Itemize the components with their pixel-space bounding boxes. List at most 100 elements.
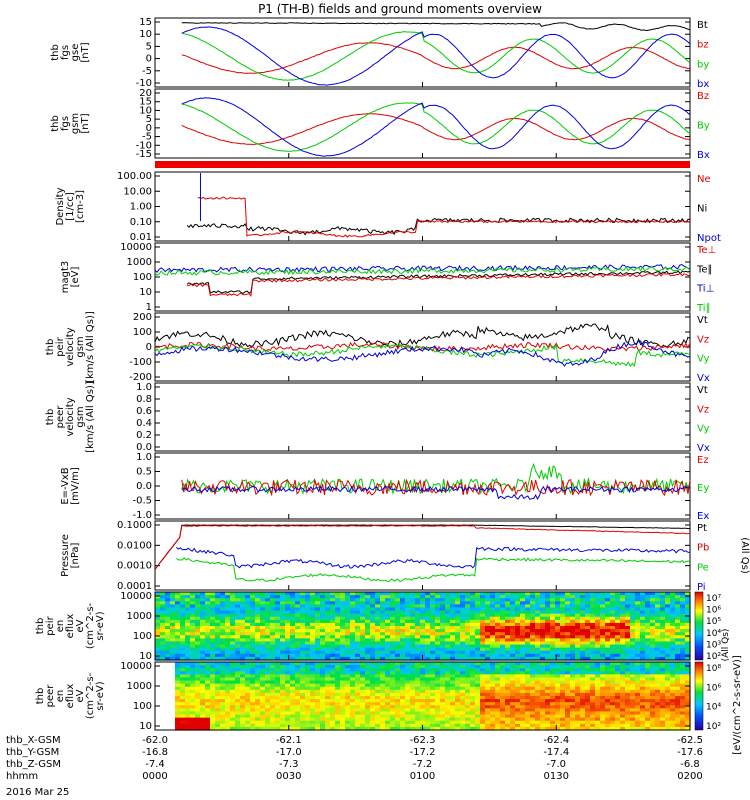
- spectrogram-cell: [420, 668, 426, 672]
- spectrogram-cell: [305, 641, 311, 646]
- spectrogram-cell: [310, 692, 316, 697]
- spectrogram-cell: [220, 598, 226, 602]
- spectrogram-cell: [360, 595, 366, 599]
- spectrogram-cell: [430, 626, 436, 630]
- spectrogram-cell: [360, 692, 366, 697]
- spectrogram-cell: [240, 644, 246, 649]
- spectrogram-cell: [620, 702, 626, 706]
- spectrogram-cell: [600, 714, 606, 719]
- x-axis-row-value: -17.4: [543, 747, 569, 758]
- spectrogram-cell: [415, 711, 421, 716]
- spectrogram-cell: [180, 668, 186, 672]
- spectrogram-cell: [440, 650, 446, 655]
- spectrogram-cell: [465, 604, 471, 609]
- spectrogram-cell: [340, 714, 346, 719]
- spectrogram-cell: [215, 692, 221, 697]
- spectrogram-cell: [275, 647, 281, 652]
- spectrogram-cell: [580, 699, 586, 703]
- spectrogram-cell: [220, 604, 226, 609]
- spectrogram-cell: [650, 595, 656, 599]
- spectrogram-cell: [580, 692, 586, 697]
- spectrogram-cell: [545, 644, 551, 649]
- spectrogram-cell: [565, 616, 571, 621]
- spectrogram-cell: [540, 720, 546, 725]
- spectrogram-cell: [205, 671, 211, 675]
- spectrogram-cell: [175, 656, 181, 661]
- spectrogram-cell: [415, 650, 421, 655]
- spectrogram-cell: [390, 613, 396, 618]
- spectrogram-cell: [525, 696, 531, 700]
- spectrogram-cell: [665, 626, 671, 630]
- spectrogram-cell: [255, 671, 261, 675]
- spectrogram-cell: [190, 671, 196, 675]
- spectrogram-cell: [330, 699, 336, 703]
- spectrogram-cell: [255, 607, 261, 612]
- spectrogram-cell: [165, 613, 171, 618]
- spectrogram-cell: [390, 720, 396, 725]
- spectrogram-cell: [265, 662, 271, 666]
- spectrogram-cell: [410, 647, 416, 652]
- spectrogram-cell: [355, 626, 361, 630]
- spectrogram-cell: [575, 644, 581, 649]
- spectrogram-cell: [495, 726, 501, 731]
- spectrogram-cell: [450, 616, 456, 621]
- spectrogram-cell: [630, 726, 636, 731]
- spectrogram-cell: [595, 619, 601, 624]
- spectrogram-cell: [640, 598, 646, 602]
- spectrogram-cell: [625, 632, 631, 636]
- spectrogram-cell: [650, 674, 656, 679]
- spectrogram-cell: [525, 607, 531, 612]
- spectrogram-cell: [420, 680, 426, 685]
- spectrogram-cell: [600, 604, 606, 609]
- spectrogram-cell: [515, 689, 521, 694]
- spectrogram-cell: [630, 595, 636, 599]
- spectrogram-cell: [470, 610, 476, 615]
- spectrogram-cell: [675, 711, 681, 716]
- spectrogram-cell: [680, 592, 686, 596]
- colorbar-tick-label: 10²: [706, 722, 721, 732]
- spectrogram-cell: [315, 668, 321, 672]
- spectrogram-cell: [565, 635, 571, 639]
- spectrogram-cell: [525, 653, 531, 658]
- spectrogram-cell: [610, 671, 616, 675]
- panel-stack: 151050-5-10thbfgsgse[nT]Btbzbybx20151050…: [35, 17, 750, 755]
- spectrogram-cell: [640, 604, 646, 609]
- spectrogram-cell: [225, 665, 231, 669]
- spectrogram-cell: [420, 604, 426, 609]
- spectrogram-cell: [575, 665, 581, 669]
- spectrogram-cell: [510, 686, 516, 691]
- spectrogram-cell: [440, 692, 446, 697]
- spectrogram-cell: [685, 699, 691, 703]
- spectrogram-cell: [575, 683, 581, 688]
- spectrogram-cell: [235, 619, 241, 624]
- spectrogram-cell: [180, 635, 186, 639]
- spectrogram-cell: [625, 711, 631, 716]
- spectrogram-cell: [570, 702, 576, 706]
- spectrogram-cell: [290, 641, 296, 646]
- side-label: (All Qs): [739, 537, 750, 574]
- spectrogram-cell: [570, 650, 576, 655]
- spectrogram-cell: [310, 619, 316, 624]
- spectrogram-cell: [675, 644, 681, 649]
- spectrogram-cell: [545, 601, 551, 605]
- spectrogram-cell: [615, 595, 621, 599]
- spectrogram-cell: [480, 699, 486, 703]
- spectrogram-cell: [540, 662, 546, 666]
- spectrogram-cell: [180, 656, 186, 661]
- spectrogram-cell: [415, 595, 421, 599]
- spectrogram-cell: [630, 641, 636, 646]
- spectrogram-cell: [525, 595, 531, 599]
- spectrogram-cell: [605, 610, 611, 615]
- spectrogram-cell: [685, 683, 691, 688]
- spectrogram-cell: [470, 696, 476, 700]
- y-tick-label: 0.2: [136, 430, 152, 441]
- spectrogram-cell: [580, 613, 586, 618]
- spectrogram-cell: [540, 613, 546, 618]
- spectrogram-cell: [235, 720, 241, 725]
- spectrogram-cell: [210, 671, 216, 675]
- spectrogram-cell: [535, 619, 541, 624]
- spectrogram-cell: [360, 632, 366, 636]
- spectrogram-cell: [445, 696, 451, 700]
- spectrogram-cell: [325, 635, 331, 639]
- spectrogram-cell: [255, 616, 261, 621]
